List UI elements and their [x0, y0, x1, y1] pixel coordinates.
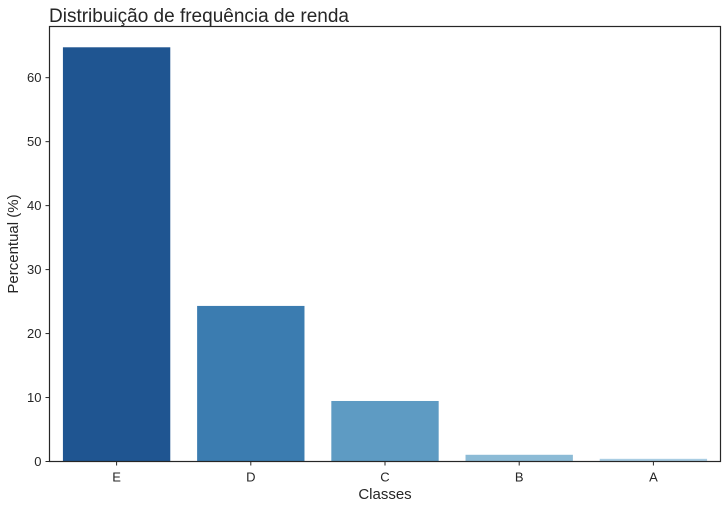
- y-axis-label: Percentual (%): [5, 194, 22, 293]
- y-tick-label: 30: [27, 262, 41, 277]
- y-tick-label: 0: [34, 454, 41, 469]
- x-axis-label: Classes: [358, 486, 411, 503]
- bars-group: [62, 47, 708, 462]
- x-tick-label: B: [515, 470, 524, 485]
- x-tick-label: E: [112, 470, 121, 485]
- x-tick-label: D: [246, 470, 255, 485]
- y-tick-label: 10: [27, 390, 41, 405]
- bar-c: [331, 400, 439, 462]
- y-tick-labels: 0 10 20 30 40 50 60: [27, 70, 50, 469]
- y-tick-label: 40: [27, 198, 41, 213]
- bar-a: [599, 458, 708, 462]
- bar-b: [465, 454, 573, 462]
- y-tick-label: 20: [27, 326, 41, 341]
- bar-d: [197, 305, 305, 462]
- chart-title: Distribuição de frequência de renda: [49, 6, 349, 27]
- x-tick-label: A: [649, 470, 658, 485]
- y-tick-label: 60: [27, 70, 41, 85]
- x-tick-label: C: [380, 470, 389, 485]
- bar-e: [62, 47, 171, 462]
- y-tick-label: 50: [27, 134, 41, 149]
